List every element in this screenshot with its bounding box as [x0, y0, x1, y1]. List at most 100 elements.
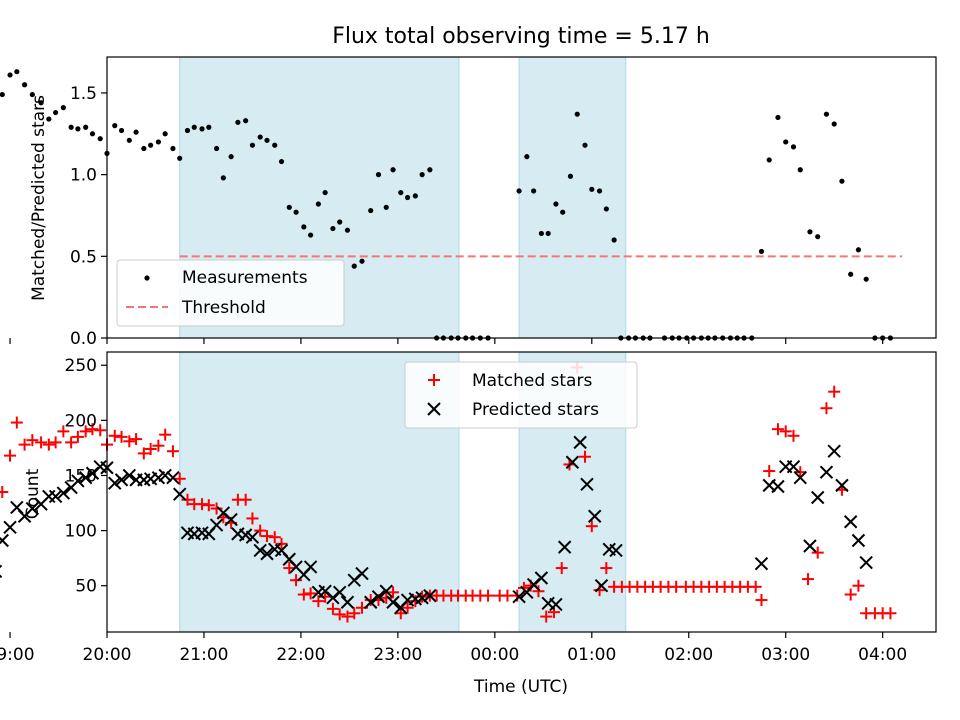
measurement-point-41 — [286, 204, 292, 210]
bottom-ytick-label-4: 250 — [65, 356, 97, 376]
predicted-point-67 — [557, 540, 572, 554]
predicted-point-88 — [859, 555, 873, 570]
measurement-point-45 — [315, 201, 321, 207]
measurement-point-42 — [293, 209, 299, 215]
measurement-point-54 — [383, 204, 389, 210]
matched-point-82 — [593, 584, 606, 597]
x-axis-label: Time (UTC) — [473, 677, 568, 697]
measurement-point-13 — [83, 124, 89, 130]
measurement-point-58 — [412, 193, 418, 199]
matched-point-14 — [86, 423, 99, 436]
matched-point-11 — [65, 436, 78, 449]
matched-point-48 — [333, 608, 346, 621]
predicted-point-24 — [158, 468, 172, 483]
matched-point-103 — [755, 594, 768, 607]
measurement-point-55 — [390, 167, 396, 173]
matched-point-19 — [123, 435, 136, 448]
chart-title: Flux total observing time = 5.17 h — [332, 24, 710, 49]
matched-point-107 — [787, 429, 800, 442]
top-ytick-label-2: 1.0 — [70, 166, 97, 186]
measurement-point-102 — [766, 157, 772, 163]
predicted-point-86 — [843, 515, 858, 529]
measurement-point-6 — [29, 91, 35, 98]
matched-point-47 — [326, 602, 339, 615]
measurement-point-3 — [7, 72, 13, 78]
measurement-point-113 — [855, 247, 862, 253]
predicted-point-48 — [332, 585, 347, 600]
matched-point-22 — [144, 443, 157, 456]
matched-point-104 — [763, 465, 776, 478]
top-y-axis-label: Matched/Predicted stars — [29, 95, 49, 301]
matched-point-41 — [283, 562, 296, 575]
top-legend-box — [116, 259, 345, 327]
predicted-point-18 — [114, 473, 129, 487]
ratio-panel: 0.0 0.5 1.0 1.5 Matched/Predicted stars Mea… — [0, 56, 937, 349]
measurement-point-44 — [308, 232, 314, 238]
x-tick-label-1: 20:00 — [83, 645, 132, 665]
matched-point-43 — [297, 588, 310, 601]
matched-point-110 — [811, 546, 824, 559]
measurement-point-107 — [807, 229, 813, 235]
matched-point-13 — [79, 425, 92, 438]
matched-point-102 — [749, 580, 762, 593]
matched-point-39 — [268, 531, 281, 544]
matched-point-80 — [579, 450, 592, 463]
predicted-point-68 — [565, 455, 580, 469]
predicted-point-51 — [355, 566, 369, 581]
matched-point-9 — [49, 436, 62, 449]
predicted-point-80 — [793, 470, 807, 485]
measurement-point-10 — [60, 105, 66, 111]
x-tick-label-4: 23:00 — [373, 645, 422, 665]
predicted-point-13 — [78, 470, 93, 485]
bottom-y-axis-label: Count — [23, 468, 43, 519]
predicted-point-71 — [587, 509, 602, 523]
predicted-point-31 — [209, 518, 224, 532]
predicted-point-81 — [803, 539, 817, 553]
bottom-y-axis-ticks: 50 100 150 200 250 — [65, 356, 107, 597]
bottom-ytick-label-2: 150 — [65, 466, 97, 486]
matched-point-27 — [181, 493, 194, 506]
matched-point-4 — [10, 416, 23, 429]
matched-point-55 — [387, 586, 400, 599]
matched-point-2 — [0, 486, 9, 498]
matched-point-25 — [166, 445, 179, 458]
bottom-legend-box — [404, 361, 638, 429]
matched-point-77 — [555, 562, 568, 575]
measurement-point-24 — [162, 131, 168, 137]
matched-point-49 — [341, 610, 354, 623]
measurement-point-8 — [46, 116, 52, 122]
matched-point-42 — [290, 574, 303, 587]
predicted-point-72 — [594, 578, 609, 593]
predicted-point-25 — [166, 470, 180, 485]
measurement-point-48 — [337, 219, 343, 225]
predicted-point-9 — [48, 489, 63, 504]
measurement-points — [0, 69, 894, 341]
measurement-point-108 — [815, 234, 821, 240]
measurement-point-35 — [243, 118, 249, 124]
measurement-point-109 — [823, 111, 830, 117]
measurement-point-5 — [21, 82, 28, 88]
predicted-point-10 — [56, 486, 71, 500]
measurement-point-82 — [611, 237, 617, 243]
matched-point-10 — [57, 425, 70, 438]
predicted-point-74 — [609, 543, 623, 558]
measurement-point-23 — [155, 139, 161, 145]
measurement-point-34 — [235, 119, 241, 125]
legend-measurements-marker — [144, 275, 150, 281]
matched-point-119 — [884, 607, 897, 620]
measurement-point-56 — [398, 189, 404, 196]
measurement-point-51 — [359, 258, 365, 264]
measurement-point-57 — [404, 194, 411, 201]
measurement-point-17 — [112, 123, 118, 129]
measurement-point-7 — [38, 100, 44, 106]
measurement-point-18 — [118, 127, 125, 134]
bottom-ytick-label-1: 100 — [65, 522, 97, 542]
predicted-point-69 — [573, 435, 587, 450]
matched-point-36 — [246, 512, 259, 525]
legend-matched-label: Matched stars — [472, 371, 592, 391]
matched-point-46 — [319, 590, 332, 603]
bottom-ytick-label-0: 50 — [75, 577, 97, 597]
measurement-point-43 — [301, 224, 307, 230]
